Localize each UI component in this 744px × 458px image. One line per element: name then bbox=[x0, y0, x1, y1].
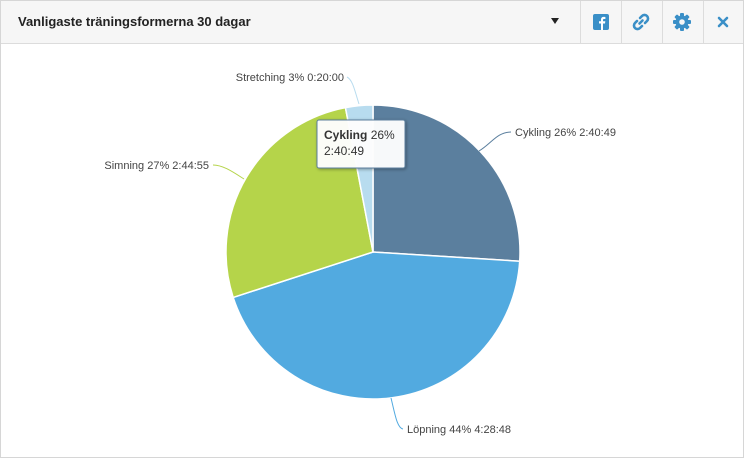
label-duration: 2:44:55 bbox=[172, 160, 209, 172]
data-label: Simning 27% 2:44:55 bbox=[104, 160, 209, 172]
separator bbox=[580, 1, 581, 43]
label-name: Cykling bbox=[515, 127, 551, 139]
widget-title: Vanligaste träningsformerna 30 dagar bbox=[18, 14, 251, 29]
label-duration: 0:20:00 bbox=[307, 72, 344, 84]
label-name: Löpning bbox=[407, 424, 446, 436]
separator bbox=[703, 1, 704, 43]
label-percent: 3% bbox=[288, 72, 304, 84]
tooltip-name: Cykling bbox=[324, 128, 367, 142]
dropdown-toggle[interactable] bbox=[550, 17, 560, 25]
facebook-button[interactable] bbox=[593, 14, 609, 30]
link-button[interactable] bbox=[631, 12, 651, 32]
settings-button[interactable] bbox=[672, 12, 692, 32]
separator bbox=[621, 1, 622, 43]
label-connector bbox=[212, 164, 245, 180]
separator bbox=[662, 1, 663, 43]
label-connector bbox=[390, 397, 404, 430]
label-percent: 44% bbox=[449, 424, 471, 436]
data-label: Löpning 44% 4:28:48 bbox=[407, 424, 511, 436]
data-label: Stretching 3% 0:20:00 bbox=[236, 72, 344, 84]
label-connector bbox=[478, 131, 512, 152]
tooltip-box bbox=[316, 119, 406, 169]
pie-slice bbox=[232, 251, 521, 400]
label-percent: 26% bbox=[554, 127, 576, 139]
chart: Cykling 26% 2:40:49 Löpning 44% 4:28:48 Si… bbox=[104, 72, 616, 436]
tooltip-percent: 26% bbox=[371, 128, 395, 142]
widget-header: Vanligaste träningsformerna 30 dagar bbox=[1, 1, 743, 44]
pie-slice bbox=[372, 104, 521, 263]
tooltip: Cykling 26% 2:40:49 bbox=[316, 119, 406, 169]
label-percent: 27% bbox=[147, 160, 169, 172]
label-duration: 4:28:48 bbox=[474, 424, 511, 436]
close-button[interactable] bbox=[717, 16, 729, 28]
label-name: Stretching bbox=[236, 72, 286, 84]
label-connector bbox=[346, 76, 360, 105]
tooltip-duration: 2:40:49 bbox=[324, 144, 364, 158]
data-label: Cykling 26% 2:40:49 bbox=[515, 127, 616, 139]
label-name: Simning bbox=[104, 160, 144, 172]
label-duration: 2:40:49 bbox=[579, 127, 616, 139]
tooltip-line: Cykling 26% bbox=[324, 128, 395, 142]
